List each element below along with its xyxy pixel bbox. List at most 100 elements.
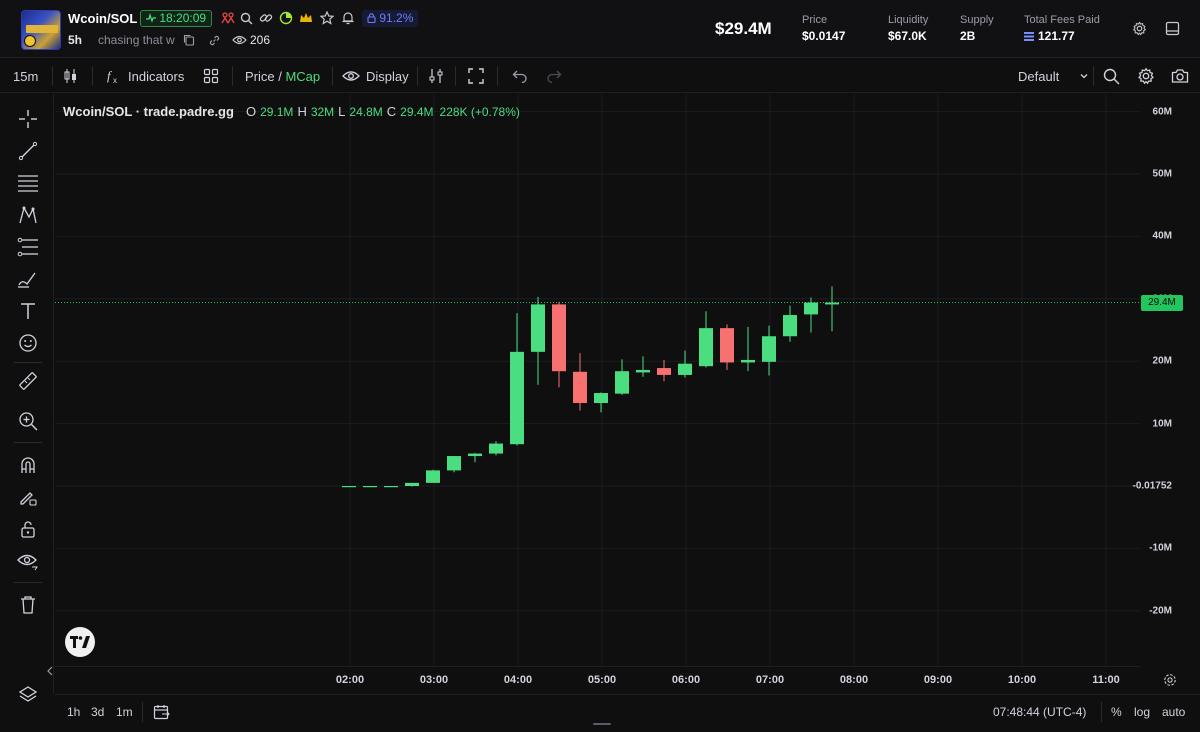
remove-drawings-tool[interactable]	[17, 594, 39, 616]
pair-age-timer: 18:20:09	[140, 10, 213, 27]
chart-pane[interactable]	[55, 94, 1140, 666]
time-axis[interactable]: 02:00 03:00 04:00 05:00 06:00 07:00 08:00 09:00…	[55, 666, 1140, 694]
settings-icon[interactable]	[1132, 21, 1148, 37]
legend-symbol: Wcoin/SOL · trade.padre.gg	[63, 104, 234, 119]
templates-button[interactable]	[203, 59, 219, 93]
trend-line-icon	[18, 141, 38, 161]
text-icon	[21, 303, 35, 319]
price-option[interactable]: Price	[245, 68, 275, 84]
projection-tool[interactable]	[17, 236, 39, 258]
price-tick: -10M	[1149, 542, 1172, 554]
resize-handle[interactable]	[593, 723, 611, 725]
range-1h-button[interactable]: 1h	[67, 695, 80, 729]
window-icon[interactable]	[1165, 21, 1181, 37]
candle-body	[573, 371, 587, 404]
candle-body	[510, 351, 524, 445]
price-tick: 50M	[1152, 168, 1172, 180]
magnet-icon	[21, 457, 35, 473]
stat-liquidity-value: $67.0K	[888, 29, 927, 43]
percent-label: %	[1111, 705, 1122, 719]
magnet-tool[interactable]	[17, 454, 39, 476]
star-icon[interactable]	[319, 10, 335, 26]
interval-button[interactable]: 15m	[13, 59, 38, 93]
chart-gear-button[interactable]	[1137, 59, 1155, 93]
candlestick-chart[interactable]	[55, 94, 1140, 666]
goto-date-button[interactable]	[153, 695, 171, 729]
holders-lock-chip[interactable]: 91.2%	[362, 10, 419, 27]
token-badge-icon	[24, 35, 36, 47]
clock-display[interactable]: 07:48:44 (UTC-4)	[993, 695, 1086, 729]
candle-body	[741, 359, 755, 363]
fullscreen-icon	[468, 68, 484, 84]
price-axis[interactable]: 60M50M40M30M20M10M-0.0‌1752-10M-20M	[1133, 94, 1200, 666]
fullscreen-button[interactable]	[468, 59, 484, 93]
range-1m-button[interactable]: 1m	[116, 695, 133, 729]
eye-icon	[17, 554, 38, 571]
pattern-tool[interactable]	[17, 204, 39, 226]
holders-pct: 91.2%	[379, 11, 414, 25]
view-count: 206	[232, 32, 270, 48]
snapshot-button[interactable]	[1171, 59, 1189, 93]
link-icon[interactable]	[258, 10, 274, 26]
lock-drawings-tool[interactable]	[17, 518, 39, 540]
measure-tool[interactable]	[17, 370, 39, 392]
axis-settings-button[interactable]	[1162, 672, 1178, 688]
bottom-toolbar: 1h 3d 1m 07:48:44 (UTC-4) % log auto	[55, 694, 1200, 732]
mcap-option[interactable]: MCap	[285, 68, 321, 84]
collapse-toolbar-toggle[interactable]	[46, 660, 54, 682]
crosshair-tool[interactable]	[17, 108, 39, 130]
token-logo[interactable]	[21, 10, 61, 50]
eye-icon	[232, 35, 247, 45]
candle-body	[363, 486, 377, 488]
drawing-toolbar	[0, 94, 54, 702]
copy-icon[interactable]	[181, 32, 197, 48]
auto-scale-toggle[interactable]: auto	[1162, 695, 1185, 729]
zoom-tool[interactable]	[17, 410, 39, 432]
hide-drawings-tool[interactable]	[17, 550, 39, 572]
candle-body	[489, 443, 503, 454]
fib-tool[interactable]	[17, 172, 39, 194]
crown-icon[interactable]	[298, 10, 314, 26]
chain-icon[interactable]	[206, 32, 222, 48]
chart-settings-button[interactable]	[428, 59, 444, 93]
emoji-tool[interactable]	[17, 332, 39, 354]
candle-body	[552, 304, 566, 372]
log-label: log	[1134, 705, 1151, 719]
legend-low-label: L	[338, 104, 346, 119]
brush-tool[interactable]	[17, 268, 39, 290]
indicators-label: Indicators	[128, 68, 185, 84]
smiley-icon	[19, 334, 37, 352]
pattern-icon	[19, 206, 37, 224]
calendar-range-icon	[153, 705, 170, 720]
candle-body	[426, 470, 440, 483]
drawing-mode-tool[interactable]	[17, 486, 39, 508]
search-icon[interactable]	[238, 10, 254, 26]
snipers-icon[interactable]	[220, 10, 236, 26]
tradingview-logo[interactable]	[65, 627, 95, 657]
pie-icon[interactable]	[278, 10, 294, 26]
percent-scale-toggle[interactable]: %	[1111, 695, 1122, 729]
gear-icon	[1138, 67, 1154, 85]
chart-search-button[interactable]	[1103, 59, 1120, 93]
timer-value: 18:20:09	[159, 11, 207, 25]
candle-type-button[interactable]	[63, 59, 79, 93]
redo-button[interactable]	[546, 59, 562, 93]
trend-line-tool[interactable]	[17, 140, 39, 162]
legend-close: 29.4M	[400, 105, 434, 119]
range-3d-button[interactable]: 3d	[91, 695, 104, 729]
bell-icon[interactable]	[340, 10, 356, 26]
undo-button[interactable]	[512, 59, 528, 93]
price-mcap-toggle[interactable]: Price / MCap	[245, 59, 320, 93]
log-scale-toggle[interactable]: log	[1134, 695, 1150, 729]
time-tick: 03:00	[419, 674, 449, 686]
layout-dropdown[interactable]: Default	[1018, 59, 1089, 93]
object-tree-tool[interactable]	[17, 684, 39, 706]
text-tool[interactable]	[17, 300, 39, 322]
legend-change: 228K (+0.78%)	[439, 105, 520, 119]
price-tick: -0.0‌1752	[1132, 480, 1172, 492]
candle-body	[447, 456, 461, 471]
display-button[interactable]: Display	[342, 59, 409, 93]
